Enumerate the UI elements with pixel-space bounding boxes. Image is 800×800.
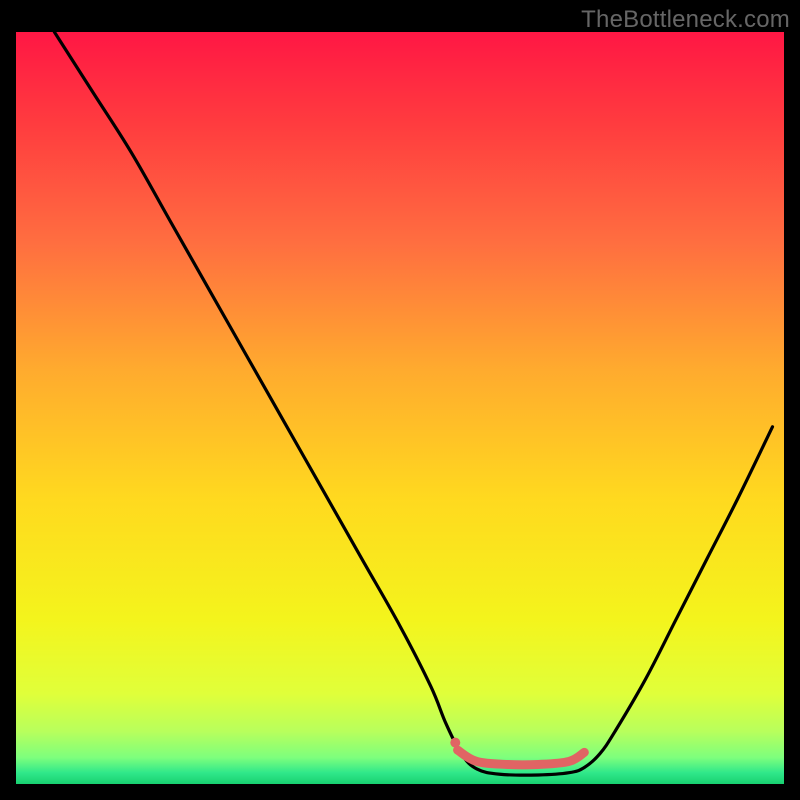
gradient-background: [16, 32, 784, 784]
bottleneck-chart: [16, 32, 784, 784]
current-config-dot: [450, 738, 460, 748]
chart-frame: TheBottleneck.com: [0, 0, 800, 800]
watermark-text: TheBottleneck.com: [581, 6, 790, 34]
